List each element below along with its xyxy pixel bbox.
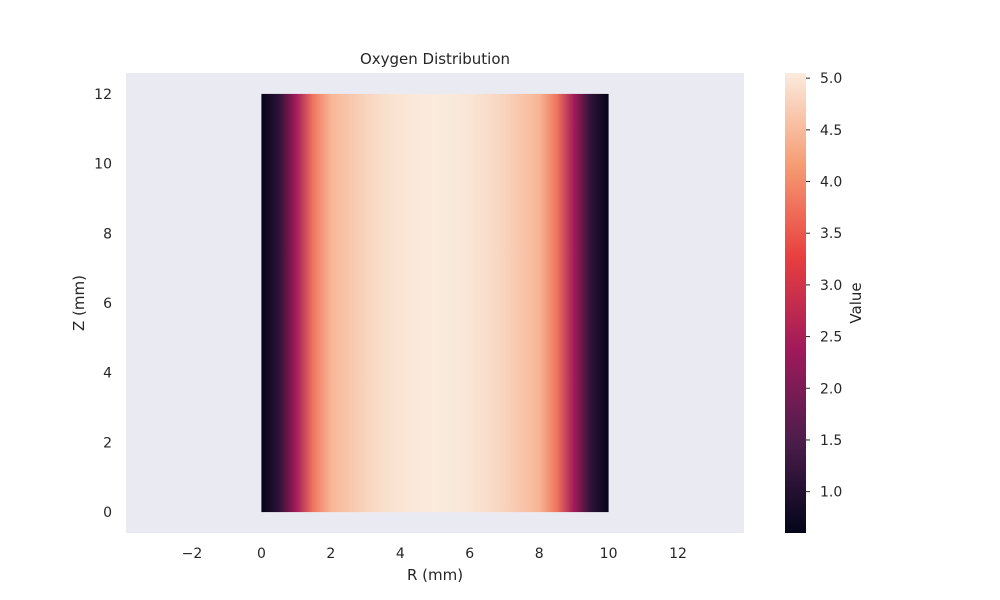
colorbar-tick-label: 2.5 bbox=[820, 330, 842, 346]
x-tick-label: −2 bbox=[182, 546, 203, 562]
colorbar-tick-label: 4.0 bbox=[820, 175, 842, 191]
colorbar bbox=[785, 73, 806, 533]
colorbar-tick-label: 1.0 bbox=[820, 485, 842, 501]
x-axis-label: R (mm) bbox=[407, 566, 463, 584]
x-tick-label: 12 bbox=[669, 546, 687, 562]
chart-title: Oxygen Distribution bbox=[360, 50, 510, 68]
colorbar-tick-label: 4.5 bbox=[820, 123, 842, 139]
y-tick-label: 12 bbox=[94, 87, 112, 103]
colorbar-tick-label: 2.0 bbox=[820, 381, 842, 397]
colorbar-tick-label: 1.5 bbox=[820, 433, 842, 449]
x-tick-label: 8 bbox=[535, 546, 544, 562]
y-tick-labels: 0 2 4 6 8 10 12 bbox=[94, 87, 112, 521]
colorbar-tick-labels: 1.0 1.5 2.0 2.5 3.0 3.5 4.0 4.5 5.0 bbox=[806, 71, 842, 501]
y-tick-label: 2 bbox=[103, 435, 112, 451]
y-tick-label: 6 bbox=[103, 296, 112, 312]
y-tick-label: 0 bbox=[103, 505, 112, 521]
x-tick-label: 6 bbox=[465, 546, 474, 562]
y-axis-label: Z (mm) bbox=[70, 275, 88, 331]
colorbar-tick-label: 3.0 bbox=[820, 278, 842, 294]
colorbar-tick-label: 3.5 bbox=[820, 226, 842, 242]
x-tick-labels: −2 0 2 4 6 8 10 12 bbox=[182, 546, 687, 562]
y-tick-label: 8 bbox=[103, 226, 112, 242]
x-tick-label: 0 bbox=[257, 546, 266, 562]
y-tick-label: 10 bbox=[94, 157, 112, 173]
x-tick-label: 10 bbox=[600, 546, 618, 562]
x-tick-label: 4 bbox=[396, 546, 405, 562]
y-tick-label: 4 bbox=[103, 366, 112, 382]
colorbar-label: Value bbox=[847, 282, 865, 323]
heatmap-field bbox=[261, 93, 609, 513]
colorbar-tick-label: 5.0 bbox=[820, 71, 842, 87]
x-tick-label: 2 bbox=[326, 546, 335, 562]
